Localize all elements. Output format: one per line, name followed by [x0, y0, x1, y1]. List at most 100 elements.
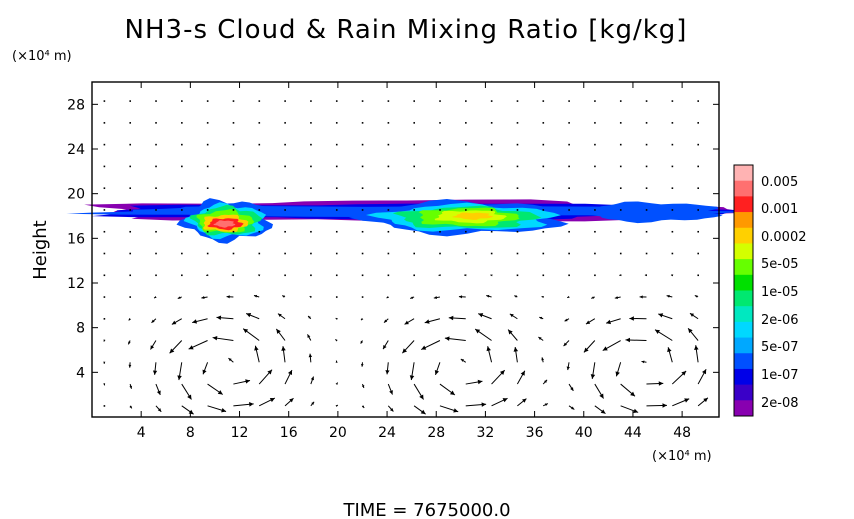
wind-arrow	[568, 230, 570, 233]
colorbar-swatch	[734, 196, 753, 213]
wind-arrow	[335, 230, 338, 233]
wind-arrow-head	[671, 274, 674, 277]
wind-arrow	[129, 100, 132, 102]
wind-arrow-head	[433, 296, 438, 300]
wind-arrow	[465, 209, 467, 211]
colorbar-swatch	[734, 180, 753, 197]
wind-arrow-head	[629, 316, 634, 321]
wind-arrow	[232, 165, 235, 168]
wind-arrow	[387, 274, 390, 277]
colorbar-swatch	[734, 243, 753, 260]
cloud-contour	[452, 212, 494, 220]
colorbar-swatch	[734, 368, 753, 386]
wind-arrow-head	[615, 371, 620, 377]
wind-arrow-head	[641, 360, 645, 364]
colorbar-label: 1e-07	[761, 368, 799, 383]
wind-arrow	[516, 187, 519, 189]
wind-arrow	[335, 122, 338, 124]
wind-arrow	[439, 187, 441, 189]
wind-arrow-head	[522, 398, 527, 403]
wind-arrow	[516, 165, 519, 168]
wind-arrow-head	[591, 296, 595, 299]
wind-arrow	[697, 209, 699, 211]
wind-arrow	[490, 165, 493, 168]
wind-arrow-head	[245, 379, 251, 384]
wind-arrow	[594, 122, 596, 124]
wind-arrow	[361, 187, 364, 189]
y-unit-label: (×10⁴ m)	[12, 49, 72, 64]
wind-arrow-head	[600, 409, 606, 414]
wind-arrow	[310, 165, 312, 168]
wind-arrow-head	[177, 375, 182, 381]
wind-arrow	[671, 143, 674, 146]
wind-arrow	[335, 296, 338, 298]
wind-arrow-head	[481, 402, 487, 407]
wind-arrow	[335, 209, 338, 211]
y-tick-label: 16	[67, 231, 85, 247]
wind-arrow	[645, 100, 648, 102]
colorbar-swatch	[734, 212, 753, 229]
x-tick-label: 44	[624, 425, 642, 441]
wind-arrow	[568, 274, 570, 277]
wind-arrow	[310, 230, 312, 233]
wind-arrow	[516, 209, 519, 211]
wind-arrow	[671, 100, 674, 102]
wind-arrow	[516, 252, 519, 255]
wind-arrow-head	[187, 394, 192, 400]
wind-arrow	[568, 122, 570, 124]
colorbar-swatch	[734, 353, 753, 370]
colorbar-swatch	[734, 290, 753, 307]
wind-arrow	[594, 230, 596, 233]
wind-arrow-head	[289, 398, 294, 403]
wind-arrow	[490, 122, 493, 124]
wind-arrow	[335, 274, 338, 277]
wind-arrow	[155, 252, 157, 255]
wind-arrow	[387, 209, 390, 211]
wind-arrow	[671, 230, 674, 233]
wind-arrow	[697, 252, 699, 255]
wind-arrow	[413, 187, 416, 189]
wind-arrow-head	[567, 295, 570, 298]
wind-arrow-head	[614, 296, 618, 300]
wind-arrow-head	[688, 328, 693, 334]
wind-arrow	[413, 252, 416, 255]
wind-arrow-head	[361, 405, 365, 408]
wind-arrow-head	[277, 313, 282, 318]
wind-arrow-head	[202, 369, 207, 375]
wind-arrow-head	[228, 358, 232, 362]
wind-arrow	[361, 296, 364, 298]
wind-arrow	[361, 274, 364, 277]
wind-arrow	[181, 122, 183, 124]
wind-arrow-head	[103, 361, 106, 364]
colorbar-label: 0.0002	[761, 230, 807, 245]
wind-arrow	[284, 252, 286, 255]
wind-arrow	[155, 165, 157, 168]
wind-arrow	[645, 209, 648, 211]
wind-arrow-head	[169, 348, 175, 354]
wind-arrow	[645, 122, 648, 124]
wind-arrow	[465, 100, 467, 102]
wind-arrow-head	[221, 408, 227, 413]
wind-arrow	[155, 209, 157, 211]
wind-arrow	[103, 100, 106, 102]
wind-arrow	[465, 143, 467, 146]
wind-arrow-head	[630, 391, 635, 397]
wind-arrow-head	[444, 336, 450, 341]
wind-arrow	[594, 165, 596, 168]
wind-arrow	[439, 100, 441, 102]
wind-arrow	[671, 122, 674, 124]
wind-arrow-head	[570, 387, 574, 391]
wind-arrow	[129, 143, 132, 146]
wind-arrow	[465, 230, 467, 233]
y-tick-label: 20	[67, 187, 85, 203]
wind-arrow	[103, 230, 106, 233]
wind-arrow	[439, 230, 441, 233]
wind-arrow	[465, 122, 467, 124]
wind-arrow	[103, 165, 106, 168]
colorbar-label: 2e-06	[761, 313, 799, 328]
wind-arrow	[542, 230, 545, 233]
wind-arrow-head	[390, 407, 394, 412]
cloud-contour	[213, 220, 236, 228]
wind-arrow	[206, 100, 209, 102]
wind-arrow	[284, 100, 286, 102]
